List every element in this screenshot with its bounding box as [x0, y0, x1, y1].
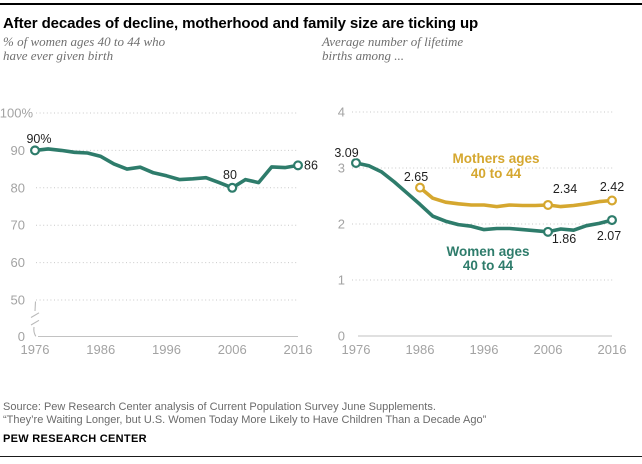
y-tick-label: 80 [11, 180, 25, 195]
right-panel-subtitle: Average number of lifetime births among … [322, 35, 562, 63]
data-label: 2.07 [597, 229, 621, 243]
data-label: 3.09 [334, 146, 358, 160]
y-tick-label: 0 [338, 329, 345, 344]
data-point-marker [607, 195, 618, 206]
left-subtitle-line2: have ever given birth [3, 48, 114, 63]
data-label: 2.65 [404, 170, 428, 184]
data-label: 90% [26, 132, 51, 146]
data-label: 2.34 [553, 182, 577, 196]
data-point-marker [414, 182, 425, 193]
series-label: 40 to 44 [471, 166, 522, 181]
x-tick-label: 1986 [86, 342, 115, 357]
source-line2: “They’re Waiting Longer, but U.S. Women … [3, 413, 487, 426]
x-tick-label: 1996 [470, 342, 499, 357]
data-point-marker [607, 215, 618, 226]
series-line-0 [418, 185, 614, 209]
x-tick-label: 1996 [152, 342, 181, 357]
y-tick-label: 2 [338, 217, 345, 232]
y-tick-label: 50 [11, 293, 25, 308]
y-tick-label: 60 [11, 255, 25, 270]
y-tick-label: 1 [338, 273, 345, 288]
y-tick-label: 3 [338, 161, 345, 176]
data-point-marker [30, 145, 41, 156]
x-tick-label: 2006 [534, 342, 563, 357]
right-subtitle-line2: births among ... [322, 48, 404, 63]
x-tick-label: 2016 [284, 342, 313, 357]
data-point-marker [227, 182, 238, 193]
right-subtitle-line1: Average number of lifetime [322, 34, 464, 49]
data-point-marker [293, 160, 304, 171]
data-point-marker [543, 226, 554, 237]
series-line-0 [33, 147, 300, 190]
series-line-1 [354, 161, 614, 234]
data-label: 2.42 [600, 180, 624, 194]
axis-break [30, 301, 40, 337]
x-tick-label: 1976 [21, 342, 50, 357]
data-label: 80 [223, 168, 237, 182]
series-label: 40 to 44 [463, 258, 514, 273]
source-line1: Source: Pew Research Center analysis of … [3, 401, 436, 413]
y-tick-label: 0 [18, 329, 25, 344]
data-label: 86 [304, 159, 318, 173]
series-label: Mothers ages [452, 151, 539, 166]
x-tick-label: 1976 [342, 342, 371, 357]
data-label: 1.86 [552, 232, 576, 246]
y-tick-label: 90 [11, 143, 25, 158]
x-tick-label: 1986 [406, 342, 435, 357]
left-panel-subtitle: % of women ages 40 to 44 who have ever g… [3, 35, 223, 63]
y-tick-label: 70 [11, 218, 25, 233]
source-note: Source: Pew Research Center analysis of … [3, 401, 623, 426]
data-point-marker [543, 199, 554, 210]
series-label: Women ages [446, 244, 529, 259]
left-subtitle-line1: % of women ages 40 to 44 who [3, 34, 166, 49]
y-tick-label: 4 [338, 105, 345, 120]
brand-footer: PEW RESEARCH CENTER [3, 433, 147, 445]
top-rule [0, 3, 642, 5]
x-tick-label: 2016 [598, 342, 627, 357]
bottom-rule [0, 456, 642, 457]
chart-title: After decades of decline, motherhood and… [3, 15, 479, 32]
x-tick-label: 2006 [218, 342, 247, 357]
data-point-marker [350, 157, 361, 168]
y-tick-label: 100% [0, 106, 33, 121]
